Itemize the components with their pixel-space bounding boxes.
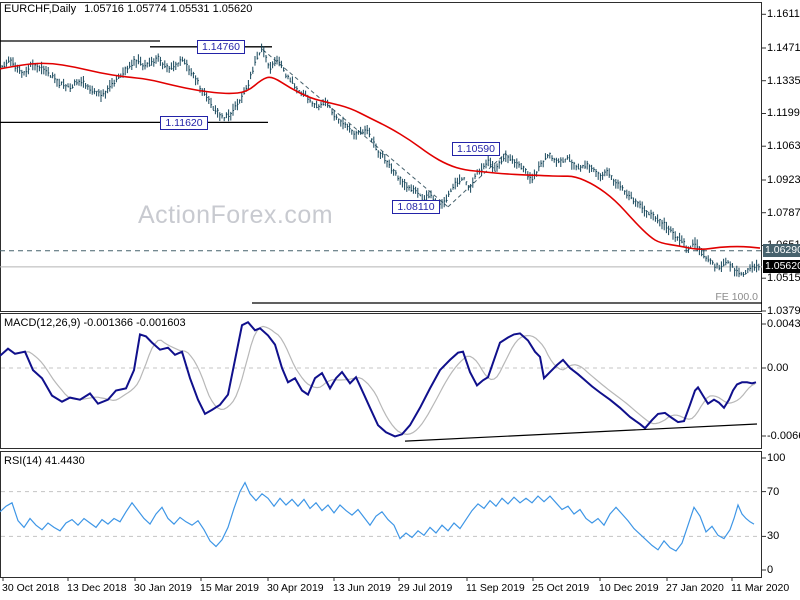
macd-indicator-label: MACD(12,26,9) -0.001366 -0.001603 (4, 317, 186, 329)
price-annotation-box: 1.11620 (160, 116, 208, 130)
y-axis-label: 70 (767, 485, 780, 498)
x-axis-label: 10 Dec 2019 (599, 582, 659, 594)
watermark: ActionForex.com (138, 201, 334, 229)
y-axis-label: 1.10630 (767, 140, 800, 153)
price-annotation-box: 1.08110 (392, 200, 440, 214)
x-axis-label: 13 Dec 2018 (67, 582, 127, 594)
y-axis-label: 30 (767, 530, 780, 543)
x-axis-label: 13 Jun 2019 (333, 582, 391, 594)
x-axis-label: 30 Jan 2019 (134, 582, 192, 594)
y-axis-label: -0.006663 (767, 430, 800, 442)
symbol-period-label: EURCHF,Daily (4, 3, 77, 15)
y-axis-label: 1.05150 (767, 272, 800, 285)
price-tag: 1.06290 (763, 244, 800, 258)
x-axis-label: 11 Mar 2020 (731, 582, 790, 594)
main-chart-area[interactable] (0, 2, 762, 311)
price-annotation-box: 1.10590 (452, 142, 500, 156)
x-axis-label: 25 Oct 2019 (532, 582, 590, 594)
y-axis-label: 100 (767, 452, 786, 464)
ohlc-values: 1.05716 1.05774 1.05531 1.05620 (84, 3, 253, 15)
chart-title: EURCHF,Daily 1.05716 1.05774 1.05531 1.05… (4, 3, 252, 15)
fib-extension-label: FE 100.0 (715, 291, 758, 303)
x-axis-label: 15 Mar 2019 (200, 582, 259, 594)
y-axis-label: 1.09230 (767, 173, 800, 186)
y-axis-label: 1.16110 (767, 8, 800, 21)
y-axis-label: 0.004319 (767, 318, 800, 330)
x-axis-label: 29 Jul 2019 (398, 582, 453, 594)
y-axis-label: 1.13350 (767, 74, 800, 87)
x-axis-label: 11 Sep 2019 (466, 582, 525, 594)
x-axis-label: 30 Oct 2018 (2, 582, 60, 594)
y-axis-label: 1.07870 (767, 206, 800, 219)
x-axis-label: 27 Jan 2020 (666, 582, 724, 594)
y-axis-label: 1.14710 (767, 42, 800, 54)
y-axis-label: 0.00 (767, 362, 789, 375)
x-axis-label: 30 Apr 2019 (267, 582, 324, 594)
y-axis-label: 1.11990 (767, 107, 800, 120)
macd-panel-area[interactable] (0, 313, 762, 448)
rsi-indicator-label: RSI(14) 41.4430 (4, 455, 85, 467)
price-annotation-box: 1.14760 (197, 40, 245, 54)
price-tag: 1.05620 (763, 260, 800, 274)
rsi-panel-area[interactable] (0, 451, 762, 577)
y-axis-label: 0 (767, 564, 774, 576)
